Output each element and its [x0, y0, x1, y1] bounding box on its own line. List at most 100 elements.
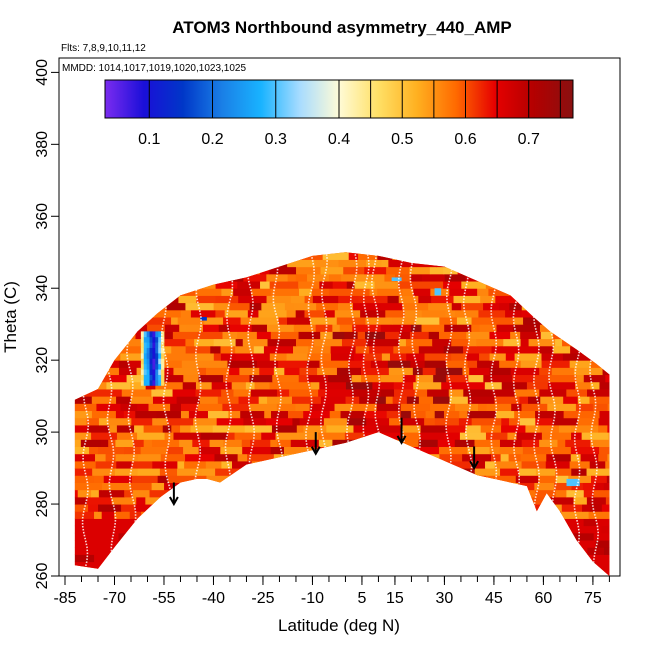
heatmap-cell	[74, 259, 90, 268]
heatmap-cell	[112, 388, 123, 397]
heatmap-cell	[231, 381, 247, 390]
heatmap-cell	[120, 352, 146, 361]
heatmap-cell	[96, 338, 114, 347]
heatmap-cell	[352, 561, 369, 570]
heatmap-cell	[363, 568, 387, 576]
heatmap-cell	[83, 360, 103, 368]
heatmap-cell	[430, 532, 459, 541]
heatmap-cell	[362, 540, 378, 548]
heatmap-cell	[491, 525, 520, 534]
heatmap-cell	[177, 460, 185, 469]
heatmap-cell	[346, 540, 363, 548]
heatmap-cell	[201, 525, 229, 534]
heatmap-cell	[86, 496, 113, 505]
heatmap-cell	[209, 439, 224, 447]
heatmap-cell	[514, 352, 542, 361]
heatmap-cell	[95, 460, 117, 469]
heatmap-cell	[459, 518, 478, 527]
heatmap-cell	[410, 446, 440, 455]
heatmap-cell	[103, 266, 112, 275]
heatmap-cell	[392, 439, 420, 447]
heatmap-cell	[345, 525, 373, 534]
heatmap-cell	[182, 554, 193, 563]
heatmap-cell	[384, 489, 414, 498]
heatmap-cell	[198, 367, 207, 376]
feature-blue-patch	[143, 379, 148, 386]
heatmap-cell	[485, 547, 510, 555]
heatmap-cell	[138, 453, 162, 462]
heatmap-cell	[411, 568, 428, 576]
x-tick-label: 30	[436, 590, 454, 607]
heatmap-cell	[121, 504, 136, 512]
heatmap-cell	[220, 446, 243, 455]
feature-blue-patch	[140, 331, 145, 338]
heatmap-cell	[538, 345, 554, 354]
heatmap-cell	[492, 518, 517, 527]
heatmap-cell	[140, 252, 157, 260]
heatmap-cell	[112, 273, 140, 282]
heatmap-cell	[229, 324, 253, 332]
heatmap-cell	[364, 547, 393, 555]
heatmap-cell	[266, 295, 292, 304]
heatmap-cell	[449, 396, 469, 404]
heatmap-cell	[394, 273, 412, 282]
heatmap-cell	[78, 302, 97, 311]
heatmap-cell	[307, 374, 329, 383]
heatmap-cell	[344, 432, 365, 440]
heatmap-cell	[607, 453, 610, 462]
heatmap-cell	[523, 504, 547, 512]
heatmap-cell	[74, 496, 88, 505]
heatmap-cell	[389, 518, 411, 527]
heatmap-cell	[290, 295, 306, 304]
heatmap-cell	[551, 367, 575, 376]
heatmap-cell	[525, 266, 539, 275]
heatmap-cell	[97, 547, 114, 555]
heatmap-cell	[525, 424, 541, 433]
heatmap-cell	[457, 561, 478, 570]
heatmap-cell	[113, 338, 126, 347]
heatmap-cell	[443, 281, 462, 289]
x-tick-label: 60	[535, 590, 553, 607]
heatmap-cell	[328, 460, 341, 469]
heatmap-cell	[176, 540, 189, 548]
heatmap-cell	[293, 525, 322, 534]
heatmap-cell	[437, 504, 464, 512]
heatmap-cell	[413, 511, 429, 519]
heatmap-cell	[131, 460, 153, 469]
heatmap-cell	[237, 331, 258, 340]
heatmap-cell	[148, 302, 168, 311]
heatmap-cell	[276, 554, 290, 563]
heatmap-cell	[615, 540, 637, 548]
heatmap-cell	[418, 396, 434, 404]
flight-trace	[409, 252, 425, 569]
heatmap-cell	[594, 345, 610, 354]
heatmap-cell	[314, 482, 335, 491]
heatmap-cell	[116, 324, 128, 332]
heatmap-cell	[380, 324, 391, 332]
flight-trace	[370, 252, 385, 569]
heatmap-cell	[220, 345, 236, 354]
heatmap-cell	[252, 468, 283, 476]
heatmap-cell	[448, 252, 467, 260]
heatmap-cell	[318, 439, 333, 447]
heatmap-cell	[511, 504, 525, 512]
colorbar-tick-label: 0.7	[518, 131, 540, 148]
heatmap-cell	[292, 417, 301, 426]
heatmap-cell	[392, 252, 400, 260]
flight-trace	[444, 252, 453, 569]
heatmap-cell	[180, 410, 190, 419]
heatmap-cell	[512, 324, 541, 332]
heatmap-cell	[250, 439, 271, 447]
heatmap-cell	[323, 417, 348, 426]
heatmap-cell	[80, 561, 107, 570]
heatmap-cell	[437, 475, 455, 483]
heatmap-cell	[469, 266, 495, 275]
heatmap-cell	[444, 525, 457, 534]
heatmap-cell	[379, 432, 403, 440]
heatmap-cell	[219, 482, 245, 491]
heatmap-cell	[526, 273, 557, 282]
heatmap-cell	[346, 281, 356, 289]
heatmap-cell	[243, 273, 267, 282]
heatmap-cell	[571, 525, 590, 534]
heatmap-cell	[404, 309, 423, 318]
